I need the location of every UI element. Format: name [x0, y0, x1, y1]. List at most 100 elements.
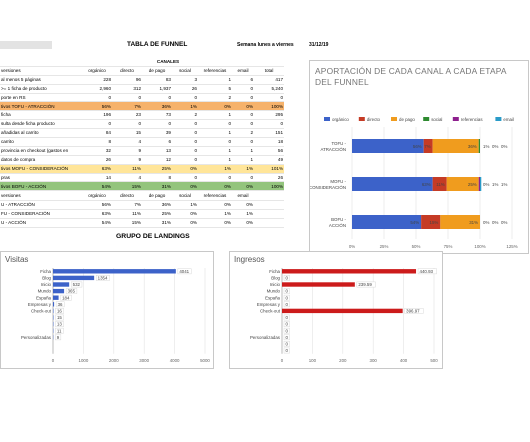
category-label: TOFU - — [331, 141, 346, 146]
table-cell: 1% — [198, 209, 232, 219]
table-cell: 39 — [142, 128, 172, 139]
redacted-label — [0, 41, 52, 49]
table-cell: 0% — [198, 200, 232, 210]
table-cell: 96 — [112, 75, 142, 85]
x-tick-label: 2000 — [109, 358, 119, 363]
table-row: FU - CONSIDERACIÓN 63% 11% 25% 0% 1% 1% — [0, 209, 284, 219]
table-cell: 0% — [232, 200, 254, 210]
funnel-contribution-chart-panel: APORTACIÓN DE CADA CANAL A CADA ETAPA DE… — [309, 60, 529, 254]
table-cell: 25% — [142, 164, 172, 174]
table-cell: 0% — [172, 218, 198, 228]
table-cell: 0 — [82, 119, 112, 130]
data-label: 1354 — [98, 276, 108, 281]
row-label: pras — [0, 173, 82, 183]
x-tick-label: 5000 — [200, 358, 210, 363]
column-header: versiones — [0, 66, 82, 76]
stacked-bar-segment — [440, 215, 480, 229]
data-label: 54% — [410, 220, 419, 225]
table-cell: 0 — [172, 137, 198, 147]
category-label: Blog — [42, 276, 51, 281]
table-cell: 0 — [254, 119, 285, 130]
bar — [53, 288, 65, 294]
data-label: 0 — [286, 315, 289, 320]
column-header: social — [172, 192, 198, 201]
data-label: 31% — [469, 220, 478, 225]
data-label: 440.93 — [420, 269, 434, 274]
category-label: Inicio — [41, 282, 52, 287]
table-cell: 0 — [172, 155, 198, 165]
stacked-bar-segment — [480, 177, 482, 191]
table-cell: 9 — [112, 146, 142, 156]
table-cell: 1 — [198, 146, 232, 156]
data-label-box — [283, 288, 290, 294]
data-label: 25% — [468, 182, 477, 187]
table-cell: 0 — [142, 93, 172, 103]
stacked-bar-segment — [352, 139, 424, 153]
table-cell: 36% — [142, 200, 172, 210]
data-label-box — [55, 301, 65, 308]
table-cell: 1% — [172, 101, 198, 112]
table-cell: 1 — [198, 75, 232, 85]
column-header: directo — [112, 66, 142, 76]
group-header: CANALES — [82, 58, 255, 67]
category-label: Ficha — [40, 269, 51, 274]
table-cell: 1 — [232, 155, 255, 165]
table-cell: 5 — [198, 84, 232, 94]
table-cell: 100% — [254, 181, 285, 192]
table-cell: 83 — [142, 75, 172, 85]
table-cell: 11% — [112, 209, 142, 219]
week-label: Semana lunes a viernes — [237, 42, 294, 48]
category-label: España — [265, 295, 280, 300]
table-cell: 0 — [172, 93, 198, 103]
table-cell: 0 — [198, 173, 232, 183]
x-tick-label: 400 — [400, 358, 408, 363]
table-cell: 25% — [142, 209, 172, 219]
row-label: U - ACCIÓN — [0, 218, 82, 228]
table-cell: 0% — [198, 181, 232, 192]
table-cell: 151 — [254, 128, 285, 139]
data-label-box — [283, 314, 290, 321]
table-cell: 0 — [172, 146, 198, 156]
data-label: 0 — [286, 295, 289, 300]
column-header: email — [232, 192, 254, 201]
table-cell: 36% — [142, 101, 172, 112]
category-label: Check-out — [31, 309, 52, 314]
table-cell: 0 — [232, 110, 255, 121]
table-cell: 26 — [172, 84, 198, 94]
row-label: porte en RS — [0, 93, 82, 103]
table-cell: 13 — [142, 146, 172, 156]
category-label: Mundo — [38, 289, 52, 294]
category-label: Blog — [271, 276, 280, 281]
category-label: Personalizadas — [250, 335, 281, 340]
table-cell: 8 — [82, 137, 112, 147]
table-cell: 5,240 — [254, 84, 285, 94]
row-label: >= 1 ficha de producto — [0, 84, 82, 94]
bar — [53, 302, 55, 307]
table-cell: 295 — [254, 110, 285, 121]
data-label-box — [95, 275, 110, 281]
data-label-box — [283, 347, 290, 354]
funnel-chart-title: APORTACIÓN DE CADA CANAL A CADA ETAPA DE… — [315, 66, 507, 87]
table-cell: 0 — [254, 93, 285, 103]
table-row: tivos TOFU - ATRACCIÓN 56% 7% 36% 1% 0% 0% 100% — [0, 101, 285, 112]
data-label: 0 — [286, 289, 289, 294]
table-cell: 0 — [82, 93, 112, 103]
data-label: 396.97 — [406, 309, 420, 314]
table-cell: 54% — [82, 181, 112, 192]
table-cell: 0% — [198, 101, 232, 112]
data-label-box — [404, 308, 424, 314]
table-cell: 0 — [198, 119, 232, 130]
table-cell: 0% — [232, 218, 254, 228]
table-cell: 15% — [112, 218, 142, 228]
data-label: 9 — [57, 335, 60, 340]
table-cell: 417 — [254, 75, 285, 85]
category-label: Personalizadas — [21, 335, 52, 340]
table-cell: 2 — [232, 128, 255, 139]
table-cell: 63% — [82, 209, 112, 219]
stacked-bar-segment — [432, 139, 479, 153]
table-cell: 6 — [232, 75, 255, 85]
row-label: sulta desde ficha producto — [0, 119, 82, 130]
table-cell: 7% — [112, 200, 142, 210]
data-label-box — [283, 294, 290, 301]
bar — [53, 295, 59, 300]
